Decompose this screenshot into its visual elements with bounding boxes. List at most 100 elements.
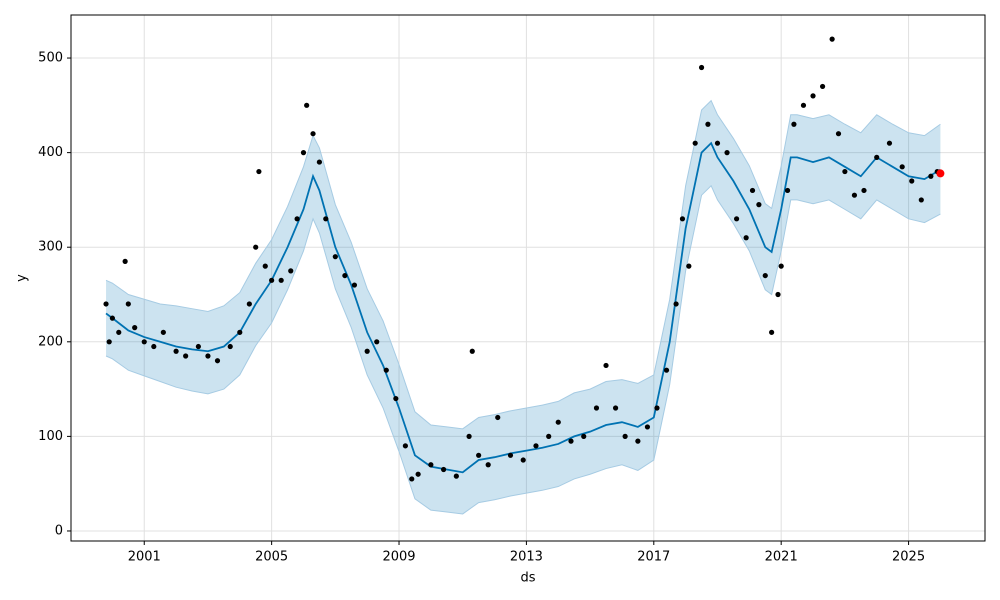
uncertainty-band [106, 100, 941, 514]
data-point [593, 405, 600, 411]
data-point [581, 433, 587, 439]
data-point [374, 339, 380, 345]
y-tick-label: 0 [55, 523, 63, 538]
data-point [520, 457, 526, 463]
data-point [769, 329, 775, 335]
data-point [269, 277, 275, 283]
data-point [698, 64, 705, 71]
x-tick-label: 2001 [128, 550, 161, 565]
y-tick-label: 500 [38, 51, 63, 66]
data-point [214, 358, 221, 364]
data-point [278, 277, 284, 283]
data-point [132, 325, 138, 331]
data-point [829, 36, 835, 42]
data-point [800, 102, 807, 108]
data-point [819, 83, 826, 90]
data-point [485, 462, 491, 468]
x-tick-label: 2017 [637, 550, 670, 565]
data-point [195, 343, 201, 350]
data-point [116, 329, 122, 335]
data-point [654, 405, 660, 411]
data-point [125, 301, 131, 307]
data-point [393, 395, 399, 402]
data-point [936, 169, 945, 178]
data-point [466, 433, 472, 439]
data-point [316, 159, 323, 165]
data-point [310, 131, 316, 137]
data-point [160, 329, 166, 335]
data-point [909, 178, 915, 184]
data-point [409, 476, 415, 482]
data-point [332, 254, 338, 260]
data-point [304, 102, 310, 108]
data-point [415, 471, 421, 477]
data-point [899, 164, 905, 170]
x-tick-label: 2021 [765, 550, 798, 565]
x-tick-label: 2025 [892, 550, 925, 565]
data-point [300, 150, 307, 156]
data-point [743, 235, 749, 241]
data-point [262, 263, 268, 269]
data-point [402, 443, 408, 449]
data-point [364, 348, 370, 354]
data-point [351, 282, 358, 288]
data-point [928, 173, 934, 179]
data-point [246, 301, 252, 307]
data-point [663, 367, 670, 373]
data-point [724, 150, 730, 156]
y-tick-label: 300 [38, 240, 63, 255]
bound-line [105, 184, 941, 515]
data-point [546, 433, 552, 439]
data-point [237, 329, 243, 335]
data-point [227, 343, 233, 350]
data-point [103, 301, 109, 307]
y-axis-label: y [15, 274, 30, 282]
data-point [810, 93, 816, 99]
data-point [469, 348, 475, 354]
x-tick-label: 2005 [255, 550, 288, 565]
data-point [749, 187, 756, 194]
data-point [874, 154, 880, 160]
data-point [323, 216, 329, 222]
data-point [106, 339, 112, 345]
data-point [733, 216, 740, 222]
data-point [288, 268, 294, 274]
data-point [253, 244, 259, 250]
data-point [622, 433, 628, 439]
y-tick-label: 100 [38, 429, 63, 444]
data-point [612, 405, 619, 411]
data-point [692, 140, 698, 146]
data-point [762, 272, 768, 279]
data-point [603, 362, 609, 369]
data-point [568, 438, 574, 444]
bound-line [105, 99, 941, 430]
data-point [441, 466, 447, 473]
data-point [886, 140, 893, 146]
data-point [851, 192, 858, 198]
forecast-line [105, 141, 941, 474]
data-point [842, 168, 848, 175]
data-point [673, 301, 679, 307]
data-point [383, 367, 389, 373]
data-point [686, 263, 692, 269]
data-point [835, 131, 842, 137]
data-point [122, 258, 128, 264]
data-point [791, 121, 797, 127]
x-tick-label: 2013 [510, 550, 543, 565]
data-point [861, 187, 867, 194]
data-point [141, 339, 147, 345]
data-point [918, 197, 924, 203]
data-point [644, 424, 651, 430]
data-point [784, 187, 791, 194]
data-point [173, 348, 179, 354]
data-point [714, 140, 721, 146]
data-point [778, 263, 784, 269]
data-point [109, 315, 116, 321]
data-point [256, 168, 262, 175]
data-point [533, 443, 539, 449]
data-point [151, 343, 157, 350]
data-point [756, 202, 762, 208]
data-point [679, 216, 686, 222]
